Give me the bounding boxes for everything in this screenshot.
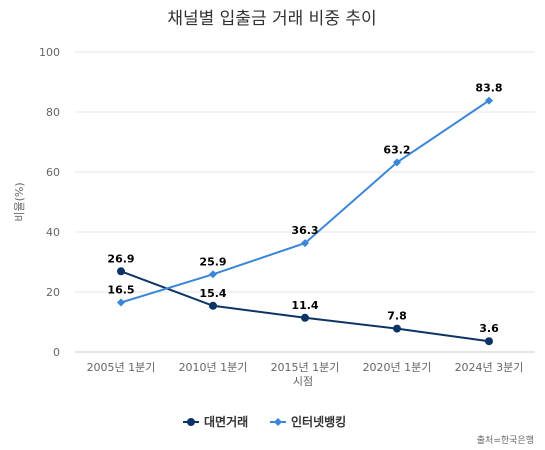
data-point — [393, 324, 401, 333]
data-point — [209, 270, 217, 279]
data-label: 25.9 — [199, 255, 226, 268]
y-tick-label: 60 — [46, 166, 60, 179]
x-axis-ticks: 2005년 1분기 2010년 1분기 2015년 1분기 2020년 1분기 2024… — [87, 361, 524, 374]
y-tick-label: 0 — [53, 346, 60, 359]
legend-marker — [187, 418, 195, 426]
data-label: 11.4 — [291, 299, 318, 312]
data-label: 16.5 — [107, 284, 134, 297]
series-line-2 — [120, 99, 490, 304]
y-tick-label: 80 — [46, 106, 60, 119]
data-label: 3.6 — [479, 322, 499, 335]
data-point — [393, 158, 401, 167]
source-note: 출처=한국은행 — [477, 434, 534, 446]
series — [117, 96, 493, 346]
legend-marker — [274, 418, 282, 426]
data-label: 83.8 — [475, 82, 502, 95]
data-point — [209, 301, 217, 310]
data-label: 26.9 — [107, 252, 134, 265]
legend: 대면거래 인터넷뱅킹 — [183, 414, 346, 429]
data-point — [485, 96, 493, 105]
grid — [75, 51, 535, 353]
y-tick-label: 100 — [39, 46, 60, 59]
x-tick-label: 2024년 3분기 — [455, 361, 524, 374]
y-axis-ticks: 0 20 40 60 80 100 — [39, 46, 60, 359]
legend-label: 인터넷뱅킹 — [291, 414, 346, 429]
data-point — [117, 298, 125, 307]
data-point — [301, 239, 309, 248]
chart-title: 채널별 입출금 거래 비중 추이 — [167, 9, 376, 29]
y-axis-label: 비율(%) — [13, 182, 26, 221]
data-label: 63.2 — [383, 143, 410, 156]
x-tick-label: 2015년 1분기 — [271, 361, 340, 374]
data-point — [117, 267, 125, 276]
data-point — [301, 313, 309, 322]
x-tick-label: 2005년 1분기 — [87, 361, 156, 374]
y-tick-label: 20 — [46, 286, 60, 299]
data-label: 15.4 — [199, 287, 226, 300]
data-point — [485, 337, 493, 346]
x-tick-label: 2010년 1분기 — [179, 361, 248, 374]
y-tick-label: 40 — [46, 226, 60, 239]
data-label: 7.8 — [387, 310, 407, 323]
data-label: 36.3 — [291, 224, 318, 237]
legend-label: 대면거래 — [204, 414, 248, 429]
x-tick-label: 2020년 1분기 — [363, 361, 432, 374]
x-axis-label: 시점 — [293, 375, 313, 388]
data-labels: 26.9 15.4 11.4 7.8 3.6 16.5 25.9 36.3 63.2 83.8 — [107, 82, 502, 336]
